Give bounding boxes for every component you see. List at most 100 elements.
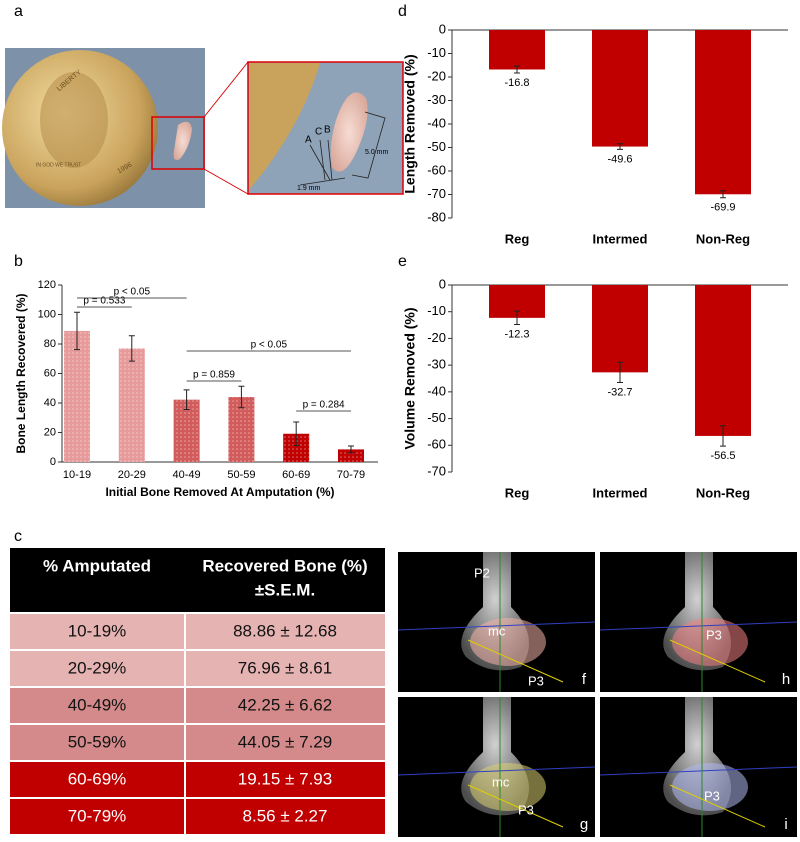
zoom-line xyxy=(203,61,249,118)
anatomy-label: P3 xyxy=(518,802,534,817)
panel-label: g xyxy=(580,816,588,833)
cell-text: 88.86 ± 12.68 xyxy=(233,621,337,640)
annotation: p < 0.05 xyxy=(114,287,151,298)
measure-line xyxy=(467,784,564,828)
data-label: -69.9 xyxy=(710,202,735,214)
inset-label: C xyxy=(315,127,322,138)
zoom-line xyxy=(203,168,249,195)
inset-coin xyxy=(249,63,320,190)
x-tick-label: Non-Reg xyxy=(696,485,750,500)
annotation: p = 0.284 xyxy=(303,400,345,411)
cell-text: 70-79% xyxy=(68,806,127,825)
table-cell xyxy=(186,614,385,649)
y-tick-label: -70 xyxy=(427,186,446,201)
coin-text: IN GOD WE TRUST xyxy=(36,162,81,168)
table-cell xyxy=(186,688,385,723)
y-tick-label: 40 xyxy=(44,397,56,409)
coin-profile xyxy=(40,72,108,168)
panel-label: e xyxy=(398,253,407,270)
bar-texture xyxy=(118,348,145,462)
header-cell: % Amputated xyxy=(43,556,151,575)
bar-texture xyxy=(64,330,90,462)
y-tick-label: -50 xyxy=(427,139,446,154)
y-tick-label: 0 xyxy=(439,276,446,291)
table-cell xyxy=(10,725,184,760)
x-tick-label: Reg xyxy=(505,231,530,246)
y-tick-label: 80 xyxy=(44,338,56,350)
error-bar xyxy=(238,385,245,409)
table-header xyxy=(10,548,385,612)
y-tick-label: -10 xyxy=(427,45,446,60)
x-tick-label: Intermed xyxy=(593,231,648,246)
anatomy-label: P3 xyxy=(528,673,544,688)
y-tick-label: -70 xyxy=(427,463,446,478)
bar xyxy=(489,30,545,70)
data-label: -16.8 xyxy=(504,77,529,89)
y-tick-label: -20 xyxy=(427,330,446,345)
error-bar xyxy=(617,361,623,384)
panel-label: h xyxy=(782,671,790,688)
y-tick-label: 20 xyxy=(44,426,56,438)
error-bar xyxy=(183,389,190,410)
y-tick-label: 100 xyxy=(38,308,56,320)
data-label: -32.7 xyxy=(607,386,632,398)
segmentation xyxy=(470,618,546,666)
y-tick-label: -40 xyxy=(427,383,446,398)
y-tick-label: -60 xyxy=(427,162,446,177)
table-cell xyxy=(10,762,184,797)
y-tick-label: -80 xyxy=(427,209,446,224)
panel-label: i xyxy=(784,816,787,833)
y-axis-title: Length Removed (%) xyxy=(402,54,418,193)
inset-label: B xyxy=(324,125,331,136)
y-tick-label: -20 xyxy=(427,68,446,83)
measure-line xyxy=(467,639,564,683)
zoom-box xyxy=(151,116,205,170)
x-tick-label: 50-59 xyxy=(227,469,255,481)
cell-text: 40-49% xyxy=(68,695,127,714)
header-cell: ±S.E.M. xyxy=(255,580,315,599)
cell-text: 42.25 ± 6.62 xyxy=(238,695,332,714)
data-label: -12.3 xyxy=(504,328,529,340)
bar xyxy=(695,30,751,195)
x-tick-label: 10-19 xyxy=(63,469,91,481)
anatomy-label: P3 xyxy=(704,788,720,803)
x-tick-label: Non-Reg xyxy=(696,231,750,246)
table-cell xyxy=(10,688,184,723)
y-tick-label: 60 xyxy=(44,367,56,379)
anatomy-label: mc xyxy=(492,774,510,789)
cell-text: 8.56 ± 2.27 xyxy=(243,806,328,825)
inset-label: 5.0 mm xyxy=(365,149,389,156)
anatomy-label: P2 xyxy=(474,565,490,580)
y-tick-label: 0 xyxy=(50,456,56,468)
error-bar xyxy=(720,425,726,447)
y-axis-title: Volume Removed (%) xyxy=(402,307,418,449)
cell-text: 19.15 ± 7.93 xyxy=(238,769,332,788)
segmentation xyxy=(672,763,748,811)
anatomy-label: P3 xyxy=(706,627,722,642)
bar xyxy=(695,285,751,436)
data-label: -56.5 xyxy=(710,450,735,462)
error-bar xyxy=(128,335,135,362)
bar-texture xyxy=(338,449,364,462)
inset-bone xyxy=(330,92,368,172)
error-bar xyxy=(514,310,520,326)
panel-label: a xyxy=(14,3,23,20)
x-tick-label: Intermed xyxy=(593,485,648,500)
x-tick-label: 70-79 xyxy=(337,469,365,481)
y-tick-label: -30 xyxy=(427,92,446,107)
error-bar xyxy=(348,445,354,454)
y-tick-label: -10 xyxy=(427,303,446,318)
segmentation xyxy=(672,618,748,666)
y-tick-label: 120 xyxy=(38,279,56,291)
x-tick-label: 20-29 xyxy=(118,469,146,481)
table-cell xyxy=(186,651,385,686)
table-cell xyxy=(186,799,385,834)
error-bar xyxy=(720,190,726,199)
panel-label: b xyxy=(14,253,23,270)
cell-text: 60-69% xyxy=(68,769,127,788)
xray-panels: P2 mc P3 f P3 h mc P3 g P3 i xyxy=(397,552,798,837)
plane-line xyxy=(599,766,798,776)
table: % Amputated Recovered Bone (%) ±S.E.M. 10-1… xyxy=(10,548,385,834)
table-cell xyxy=(186,725,385,760)
